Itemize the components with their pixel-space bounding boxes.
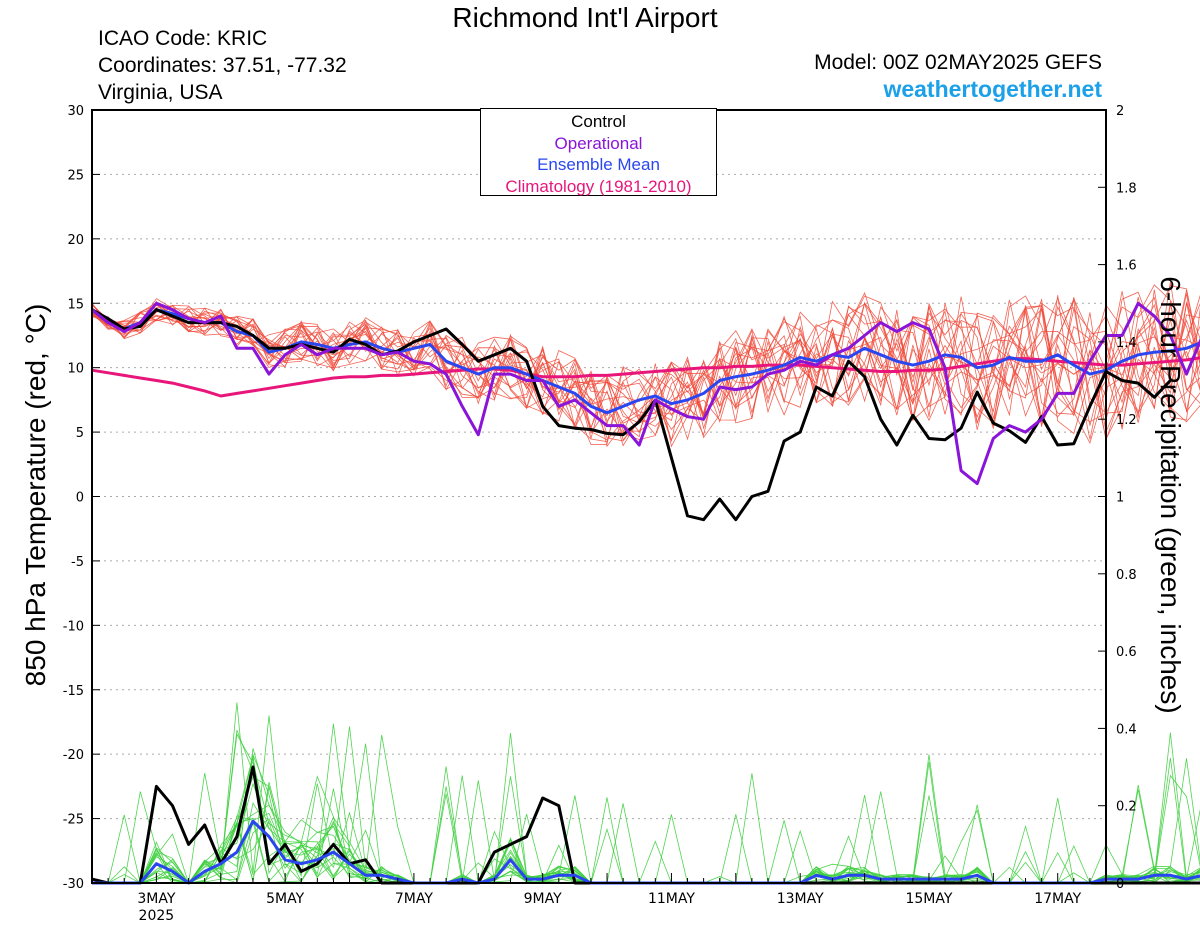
temperature-control-line xyxy=(91,308,1172,522)
precip-member-line xyxy=(92,726,1200,885)
chart-title: Richmond Int'l Airport xyxy=(452,2,718,33)
temperature-operational-line xyxy=(91,301,1200,486)
right-tick-label: 1.2 xyxy=(1116,413,1137,428)
right-tick-label: 2 xyxy=(1116,104,1124,119)
left-tick-label: 20 xyxy=(67,233,84,248)
x-tick-label: 11MAY xyxy=(648,891,695,907)
legend-entry-ensemble-mean: Ensemble Mean xyxy=(537,155,660,174)
site-name: weathertogether.net xyxy=(883,76,1102,102)
temperature-member-line xyxy=(91,293,1200,439)
precip-member-line xyxy=(92,732,1200,884)
left-tick-label: -30 xyxy=(63,877,84,892)
legend-entry-climatology: Climatology (1981-2010) xyxy=(505,176,692,196)
right-tick-label: 0 xyxy=(1116,877,1124,892)
left-tick-label: 30 xyxy=(67,104,84,119)
left-tick-label: 5 xyxy=(76,426,84,441)
icao-code: ICAO Code: KRIC xyxy=(98,27,268,50)
x-tick-year: 2025 xyxy=(139,908,175,924)
model-run: Model: 00Z 02MAY2025 GEFS xyxy=(814,51,1102,74)
x-tick-label: 15MAY xyxy=(905,891,952,907)
x-tick-label: 13MAY xyxy=(777,891,824,907)
right-tick-label: 1.4 xyxy=(1116,336,1137,351)
left-tick-label: -5 xyxy=(71,555,84,570)
legend: Control Operational Ensemble Mean Climat… xyxy=(480,108,717,196)
legend-entry-operational: Operational xyxy=(554,133,643,153)
right-tick-label: 1 xyxy=(1116,491,1124,506)
x-tick-label: 9MAY xyxy=(524,891,562,907)
x-tick-label: 3MAY xyxy=(137,891,175,907)
right-tick-label: 0.2 xyxy=(1116,800,1137,815)
right-tick-label: 1.8 xyxy=(1116,181,1137,196)
right-tick-label: 0.4 xyxy=(1116,722,1137,737)
plot-frame xyxy=(91,109,1107,884)
x-tick-label: 7MAY xyxy=(395,891,433,907)
region: Virginia, USA xyxy=(98,81,223,104)
left-tick-label: -20 xyxy=(63,748,84,763)
left-tick-label: 15 xyxy=(67,297,84,312)
grid-lines xyxy=(92,173,1106,820)
temperature-member-line xyxy=(91,281,1200,442)
left-tick-label: -25 xyxy=(63,813,84,828)
right-axis-label: 6-hour Precipitation (green, inches) xyxy=(1155,276,1186,714)
ensemble-members-temperature xyxy=(91,281,1200,448)
left-tick-label: -15 xyxy=(63,684,84,699)
right-tick-label: 0.8 xyxy=(1116,568,1137,583)
right-tick-label: 0.6 xyxy=(1116,645,1137,660)
left-axis-label: 850 hPa Temperature (red, °C) xyxy=(20,303,51,687)
left-tick-label: 0 xyxy=(76,491,84,506)
precip-member-line xyxy=(92,733,1200,884)
temperature-member-line xyxy=(91,304,1200,432)
x-tick-label: 5MAY xyxy=(266,891,304,907)
legend-entry-control: Control xyxy=(571,112,626,131)
right-axis-ticks: 2 1.8 1.6 1.4 1.2 1 0.8 0.6 0.4 0.2 0 xyxy=(1098,104,1137,892)
left-tick-label: 10 xyxy=(67,362,84,377)
x-tick-label: 17MAY xyxy=(1034,891,1081,907)
right-tick-label: 1.6 xyxy=(1116,259,1137,274)
left-axis-ticks: 30 25 20 15 10 5 0 -5 -10 -15 -20 -25 -30 xyxy=(63,104,100,892)
temperature-member-line xyxy=(91,285,1200,443)
left-tick-label: -10 xyxy=(63,619,84,634)
precip-member-line xyxy=(92,734,1200,884)
temperature-member-line xyxy=(91,307,1200,448)
left-tick-label: 25 xyxy=(67,168,84,183)
coordinates: Coordinates: 37.51, -77.32 xyxy=(98,54,347,77)
temperature-member-line xyxy=(91,291,1200,430)
